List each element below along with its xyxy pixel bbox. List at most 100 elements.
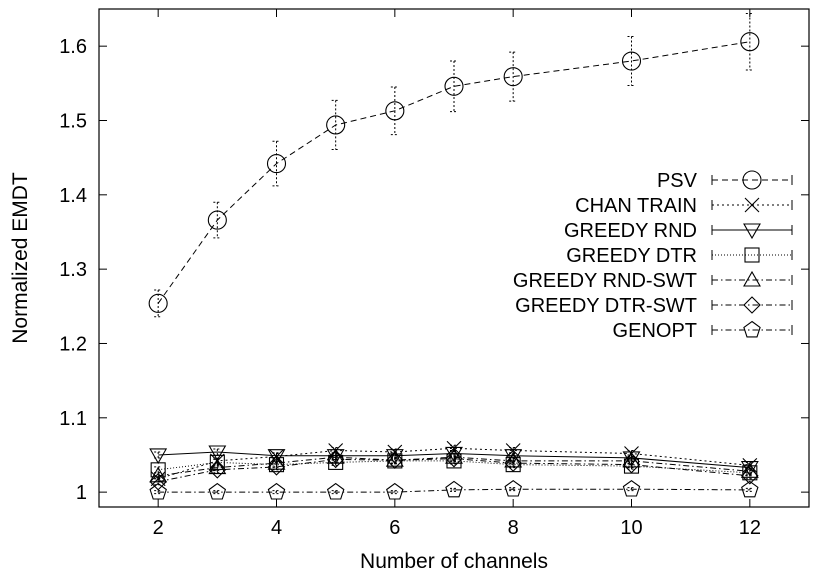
legend-errorbar-caps xyxy=(711,250,793,260)
series-genopt xyxy=(149,480,759,500)
legend-label: GREEDY DTR xyxy=(566,245,697,267)
y-tick-label: 1.4 xyxy=(59,185,87,207)
error-bar xyxy=(509,459,518,467)
legend-label: CHAN TRAIN xyxy=(575,195,697,217)
legend-errorbar-caps xyxy=(711,275,793,285)
series-line-greedy-rnd xyxy=(158,451,750,469)
plot-frame xyxy=(98,8,810,508)
data-point xyxy=(208,482,227,500)
legend-marker xyxy=(743,223,761,240)
error-bar xyxy=(450,455,458,463)
y-tick-label: 1.2 xyxy=(59,333,87,355)
series-line-genopt xyxy=(158,488,750,493)
data-point xyxy=(386,482,404,500)
legend-item: GREEDY RND-SWT xyxy=(513,270,793,292)
error-bar xyxy=(745,12,754,71)
error-bar xyxy=(272,490,281,495)
data-point xyxy=(149,448,168,465)
data-point xyxy=(266,154,287,174)
data-point xyxy=(444,76,464,96)
legend-errorbar-caps xyxy=(711,200,793,210)
legend-label: GREEDY RND-SWT xyxy=(513,270,697,292)
legend-errorbar-caps xyxy=(711,300,793,310)
error-bar xyxy=(331,99,340,150)
data-point xyxy=(208,445,227,462)
data-point xyxy=(149,472,167,491)
data-point xyxy=(149,466,168,483)
error-bar xyxy=(745,472,754,480)
data-point xyxy=(622,480,641,497)
legend-errorbar-caps xyxy=(711,325,793,335)
error-bar xyxy=(272,463,281,471)
series-line-greedy-dtr xyxy=(158,460,750,474)
error-bar xyxy=(450,487,458,492)
data-point xyxy=(326,450,345,469)
error-bar xyxy=(390,86,399,136)
series-layer xyxy=(148,12,760,500)
x-tick-label: 6 xyxy=(389,517,400,539)
x-tick-label: 8 xyxy=(508,517,519,539)
legend-marker xyxy=(743,320,761,338)
series-line-chan-train xyxy=(158,447,750,480)
error-bar xyxy=(627,461,636,469)
x-axis-label: Number of channels xyxy=(360,550,548,573)
data-point xyxy=(149,482,167,500)
x-tick-label: 2 xyxy=(153,517,164,539)
data-point xyxy=(386,451,404,469)
series-greedy-dtr-swt xyxy=(149,449,759,491)
data-point xyxy=(326,115,346,135)
error-bar xyxy=(331,490,340,495)
data-point xyxy=(504,454,522,472)
error-bar xyxy=(213,490,222,495)
legend-marker xyxy=(743,296,761,314)
error-bar xyxy=(272,140,281,187)
series-psv xyxy=(148,12,760,318)
data-point xyxy=(208,461,227,479)
legend-item: GENOPT xyxy=(613,320,793,342)
y-tick-label: 1 xyxy=(76,482,87,504)
y-axis-label: Normalized EMDT xyxy=(9,172,32,344)
data-point xyxy=(385,451,404,467)
data-point xyxy=(148,293,168,313)
series-line-psv xyxy=(157,41,750,304)
axis-ticks: 2 4 6 8 10 12 1 1.1 1.2 1.3 1.4 1.5 1.6 xyxy=(59,9,809,539)
error-bar xyxy=(745,487,754,492)
legend-item: GREEDY RND xyxy=(564,220,793,242)
legend-marker xyxy=(742,170,762,190)
x-tick-label: 4 xyxy=(271,517,282,539)
legend-label: GREEDY RND xyxy=(564,220,697,242)
error-bar xyxy=(213,201,222,239)
data-point xyxy=(207,210,227,230)
data-point xyxy=(385,101,405,121)
legend-marker xyxy=(744,197,760,213)
data-point xyxy=(268,457,285,473)
error-bar xyxy=(213,466,222,474)
legend-item: GREEDY DTR xyxy=(566,245,793,267)
data-point xyxy=(445,449,463,468)
data-point xyxy=(267,482,286,500)
legend-marker xyxy=(744,247,760,263)
error-bar xyxy=(509,51,518,102)
data-point xyxy=(445,480,463,498)
error-bar xyxy=(627,487,636,492)
data-point xyxy=(267,458,286,476)
error-bar xyxy=(509,487,518,492)
error-bar xyxy=(390,456,399,464)
y-tick-label: 1.3 xyxy=(59,259,87,281)
series-line-greedy-rnd-swt xyxy=(158,456,750,477)
legend-item: GREEDY DTR-SWT xyxy=(515,295,793,317)
legend-label: GENOPT xyxy=(613,320,697,342)
error-bar xyxy=(331,455,340,463)
legend-item: PSV xyxy=(657,170,793,192)
legend-label: PSV xyxy=(657,170,698,192)
data-point xyxy=(503,67,523,87)
series-greedy-rnd-swt xyxy=(149,448,759,483)
legend: PSV CHAN TRAIN GREEDY RND GREEDY DTR GREEDY … xyxy=(513,170,793,342)
x-tick-label: 10 xyxy=(620,517,642,539)
y-tick-label: 1.5 xyxy=(59,110,87,132)
x-tick-label: 12 xyxy=(739,517,761,539)
data-point xyxy=(267,449,286,465)
data-point xyxy=(504,449,523,465)
data-point xyxy=(326,482,345,500)
